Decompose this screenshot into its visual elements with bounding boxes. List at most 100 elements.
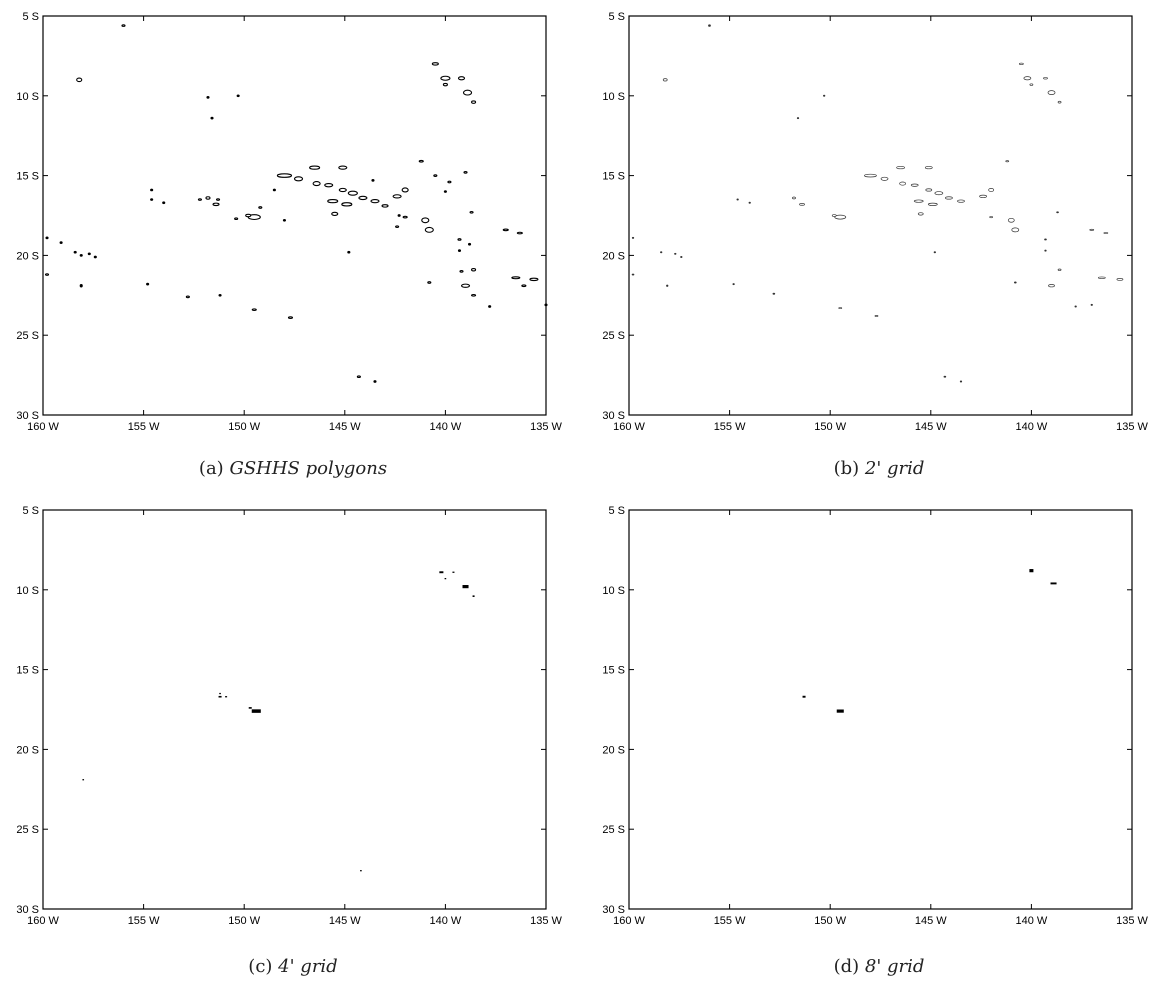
island-mark xyxy=(1013,281,1017,284)
y-tick-label: 20 S xyxy=(16,250,39,262)
island-mark xyxy=(146,282,150,286)
island-mark xyxy=(899,181,906,186)
y-tick-label: 30 S xyxy=(602,410,625,422)
caption-c-text: 4' grid xyxy=(278,956,338,977)
x-tick-label: 150 W xyxy=(814,421,846,433)
caption-a-prefix: (a) xyxy=(198,458,224,479)
island-mark xyxy=(457,238,462,241)
island-mark xyxy=(439,571,444,574)
x-tick-label: 150 W xyxy=(814,915,846,927)
island-mark xyxy=(511,276,521,280)
island-mark xyxy=(347,190,358,196)
island-mark xyxy=(459,270,464,273)
y-tick-label: 30 S xyxy=(16,904,39,916)
island-mark xyxy=(959,380,963,383)
island-mark xyxy=(371,179,375,182)
island-mark xyxy=(431,62,439,66)
panel-c: 160 W 155 W 150 W 145 W 140 W 135 W 5 S 10 S 15 … xyxy=(0,494,586,988)
island-mark xyxy=(219,692,221,695)
map-b: 160 W 155 W 150 W 145 W 140 W 135 W 5 S 10 S 15 … xyxy=(602,11,1148,433)
island-mark xyxy=(424,226,434,233)
island-mark xyxy=(732,283,735,286)
island-mark xyxy=(324,183,334,188)
island-mark xyxy=(44,273,50,276)
island-mark xyxy=(1044,238,1047,241)
x-tick-label: 145 W xyxy=(329,915,361,927)
x-tick-label: 135 W xyxy=(1116,915,1148,927)
island-mark xyxy=(836,709,844,713)
caption-b: (b) 2' grid xyxy=(586,458,1172,479)
island-mark xyxy=(185,295,190,299)
panel-d: 160 W 155 W 150 W 145 W 140 W 135 W 5 S 10 S 15 … xyxy=(586,494,1172,988)
map-frame xyxy=(628,15,1133,416)
x-tick-label: 135 W xyxy=(530,915,562,927)
island-mark xyxy=(457,249,462,252)
island-mark xyxy=(1029,83,1034,86)
island-mark xyxy=(1018,62,1024,66)
island-mark xyxy=(251,709,261,713)
island-mark xyxy=(631,236,635,239)
y-tick-label: 5 S xyxy=(608,505,625,517)
x-tick-label: 140 W xyxy=(1016,421,1048,433)
island-mark xyxy=(913,199,924,203)
island-mark xyxy=(444,577,447,580)
island-mark xyxy=(82,779,85,781)
island-mark xyxy=(880,176,889,181)
island-mark xyxy=(150,188,154,192)
island-mark xyxy=(251,308,257,312)
y-tick-label: 20 S xyxy=(16,744,39,756)
island-mark xyxy=(460,283,471,288)
caption-a: (a) GSHHS polygons xyxy=(0,458,586,479)
island-mark xyxy=(1043,77,1048,80)
island-mark xyxy=(1116,278,1124,281)
y-tick-label: 15 S xyxy=(602,171,625,183)
island-mark xyxy=(924,166,933,170)
panel-b: 160 W 155 W 150 W 145 W 140 W 135 W 5 S 10 S 15 … xyxy=(586,0,1172,494)
island-mark xyxy=(471,100,477,104)
island-mark xyxy=(373,380,377,383)
island-mark xyxy=(1007,217,1015,223)
x-tick-label: 155 W xyxy=(128,915,160,927)
island-mark xyxy=(1090,303,1093,306)
island-mark xyxy=(1050,582,1057,585)
island-mark xyxy=(338,165,348,170)
island-mark xyxy=(1097,276,1106,279)
island-mark xyxy=(121,24,126,27)
map-d: 160 W 155 W 150 W 145 W 140 W 135 W 5 S 10 S 15 … xyxy=(602,505,1148,927)
y-tick-label: 5 S xyxy=(22,505,39,517)
x-tick-label: 155 W xyxy=(714,915,746,927)
island-mark xyxy=(660,251,663,254)
island-mark xyxy=(1011,227,1020,233)
island-mark xyxy=(210,116,214,120)
island-mark xyxy=(443,190,447,193)
island-mark xyxy=(197,198,202,201)
island-mark xyxy=(666,284,669,287)
x-tick-label: 135 W xyxy=(1116,421,1148,433)
island-mark xyxy=(347,250,351,254)
y-tick-label: 25 S xyxy=(16,824,39,836)
island-mark xyxy=(282,218,286,222)
y-tick-label: 10 S xyxy=(602,91,625,103)
island-mark xyxy=(312,181,321,187)
island-mark xyxy=(59,241,63,244)
island-mark xyxy=(502,228,509,232)
island-mark xyxy=(864,173,877,178)
island-mark xyxy=(218,293,222,297)
x-tick-label: 150 W xyxy=(228,915,260,927)
island-mark xyxy=(248,707,252,709)
island-mark xyxy=(680,256,683,258)
y-tick-label: 25 S xyxy=(602,330,625,342)
island-mark xyxy=(462,585,469,589)
island-mark xyxy=(397,214,401,217)
y-tick-label: 20 S xyxy=(602,744,625,756)
y-tick-label: 30 S xyxy=(602,904,625,916)
island-mark xyxy=(1057,100,1062,104)
y-tick-label: 15 S xyxy=(16,171,39,183)
island-mark xyxy=(272,188,276,192)
island-mark xyxy=(934,191,944,196)
island-mark xyxy=(45,236,49,240)
island-mark xyxy=(896,166,905,170)
island-mark xyxy=(943,375,947,378)
island-mark xyxy=(471,293,477,297)
island-mark xyxy=(234,217,239,221)
